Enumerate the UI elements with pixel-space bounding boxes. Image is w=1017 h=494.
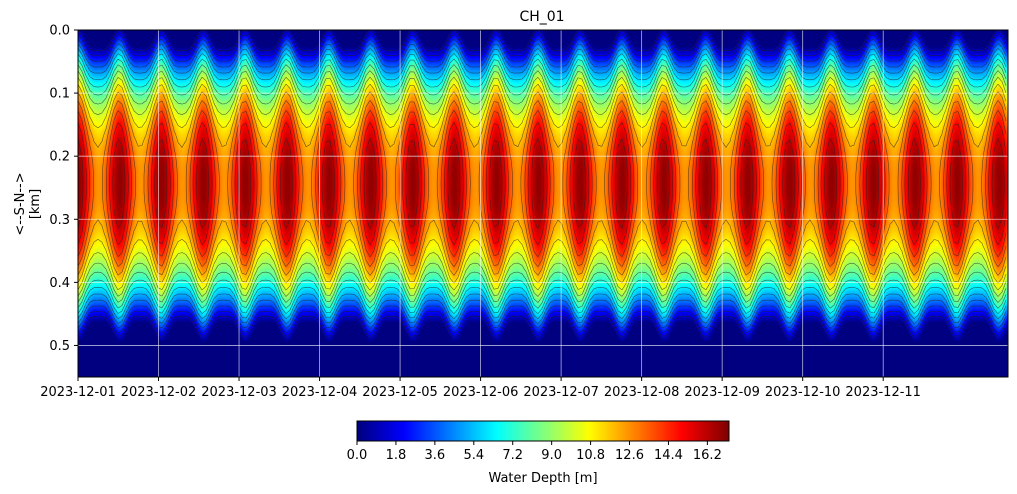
x-tick-label: 2023-12-06	[443, 385, 519, 400]
y-axis: 0.0 0.1 0.2 0.3 0.4 0.5	[49, 24, 78, 354]
contour-level-7	[77, 58, 1007, 309]
contour-level-2	[77, 33, 1007, 334]
colorbar-tick-label: 0.0	[347, 448, 368, 463]
colorbar-label: Water Depth [m]	[488, 471, 597, 486]
contour-level-3	[77, 38, 1007, 329]
y-axis-label-line2: [km]	[28, 189, 43, 219]
colorbar-tick-label: 12.6	[615, 448, 644, 463]
x-tick-label: 2023-12-01	[40, 385, 116, 400]
contour-level-4	[77, 43, 1007, 324]
colorbar-ticks: 0.0 1.8 3.6 5.4 7.2 9.0 10.8 12.6 14.4 16.2	[347, 441, 722, 463]
x-tick-label: 2023-12-08	[604, 385, 680, 400]
y-tick-label: 0.0	[49, 24, 70, 39]
x-tick-label: 2023-12-09	[684, 385, 760, 400]
x-tick-label: 2023-12-03	[201, 385, 277, 400]
x-tick-label: 2023-12-11	[845, 385, 921, 400]
x-tick-label: 2023-12-07	[523, 385, 599, 400]
contour-level-9	[77, 70, 1007, 297]
colorbar: 0.0 1.8 3.6 5.4 7.2 9.0 10.8 12.6 14.4 16.2 Water…	[347, 420, 730, 486]
y-tick-label: 0.3	[49, 213, 70, 228]
y-tick-label: 0.4	[49, 276, 70, 291]
contour-level-1	[77, 29, 1007, 338]
x-tick-label: 2023-12-02	[121, 385, 197, 400]
colorbar-tick-label: 3.6	[425, 448, 446, 463]
contour-level-14	[77, 110, 1007, 258]
y-tick-label: 0.1	[49, 87, 70, 102]
colorbar-tick-label: 10.8	[576, 448, 605, 463]
x-tick-label: 2023-12-10	[765, 385, 841, 400]
y-tick-label: 0.2	[49, 150, 70, 165]
chart-title: CH_01	[519, 9, 564, 25]
colorbar-tick-label: 7.2	[502, 448, 523, 463]
colorbar-frame	[356, 420, 730, 442]
y-axis-label: <--S-N--> [km]	[13, 172, 43, 235]
y-axis-label-line1: <--S-N-->	[13, 172, 28, 235]
colorbar-tick-label: 14.4	[654, 448, 683, 463]
x-tick-label: 2023-12-04	[282, 385, 358, 400]
x-axis: 2023-12-01 2023-12-02 2023-12-03 2023-12-04…	[40, 377, 921, 400]
colorbar-gradient	[357, 421, 729, 441]
colorbar-tick-label: 16.2	[693, 448, 722, 463]
x-tick-label: 2023-12-05	[362, 385, 438, 400]
plot-area	[77, 29, 1009, 378]
colorbar-tick-label: 9.0	[541, 448, 562, 463]
colorbar-tick-label: 5.4	[463, 448, 484, 463]
contour-lines	[77, 29, 1007, 338]
grid-lines	[78, 30, 1008, 377]
plot-frame	[77, 29, 1009, 378]
colorbar-tick-label: 1.8	[386, 448, 407, 463]
y-tick-label: 0.5	[49, 339, 70, 354]
